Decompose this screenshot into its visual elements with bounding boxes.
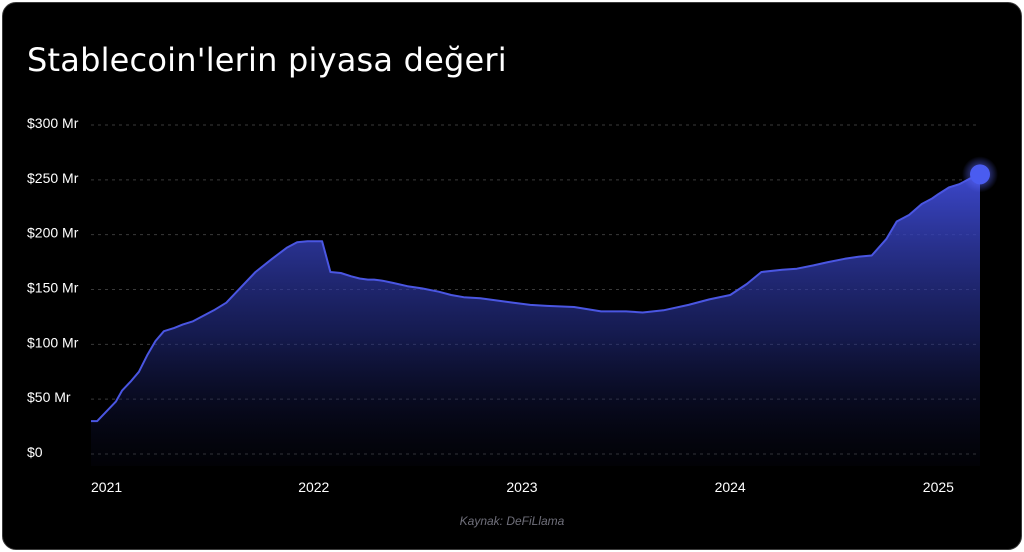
y-tick-label: $300 Mr (27, 115, 79, 131)
y-tick-label: $250 Mr (27, 170, 79, 186)
chart-title: Stablecoin'lerin piyasa değeri (27, 41, 507, 79)
x-tick-label: 2022 (298, 479, 329, 495)
area-fill (91, 174, 980, 466)
series-line (91, 173, 981, 423)
source-note: Kaynak: DeFiLlama (459, 514, 565, 528)
x-axis-ticks: 2021 2022 2023 2024 2025 (91, 479, 954, 495)
endpoint-marker (970, 164, 990, 185)
x-tick-label: 2023 (506, 479, 537, 495)
x-tick-label: 2024 (715, 479, 746, 495)
stablecoin-market-cap-chart: $0 $50 Mr $100 Mr $150 Mr $200 Mr $250 Mr $300… (27, 115, 998, 495)
y-tick-label: $100 Mr (27, 334, 79, 350)
y-tick-label: $0 (27, 444, 43, 460)
x-tick-label: 2025 (923, 479, 954, 495)
x-tick-label: 2021 (91, 479, 122, 495)
plot-area (91, 156, 998, 466)
y-tick-label: $150 Mr (27, 280, 79, 296)
y-axis-ticks: $0 $50 Mr $100 Mr $150 Mr $200 Mr $250 Mr $300… (27, 115, 79, 460)
y-tick-label: $50 Mr (27, 389, 71, 405)
y-tick-label: $200 Mr (27, 225, 79, 241)
